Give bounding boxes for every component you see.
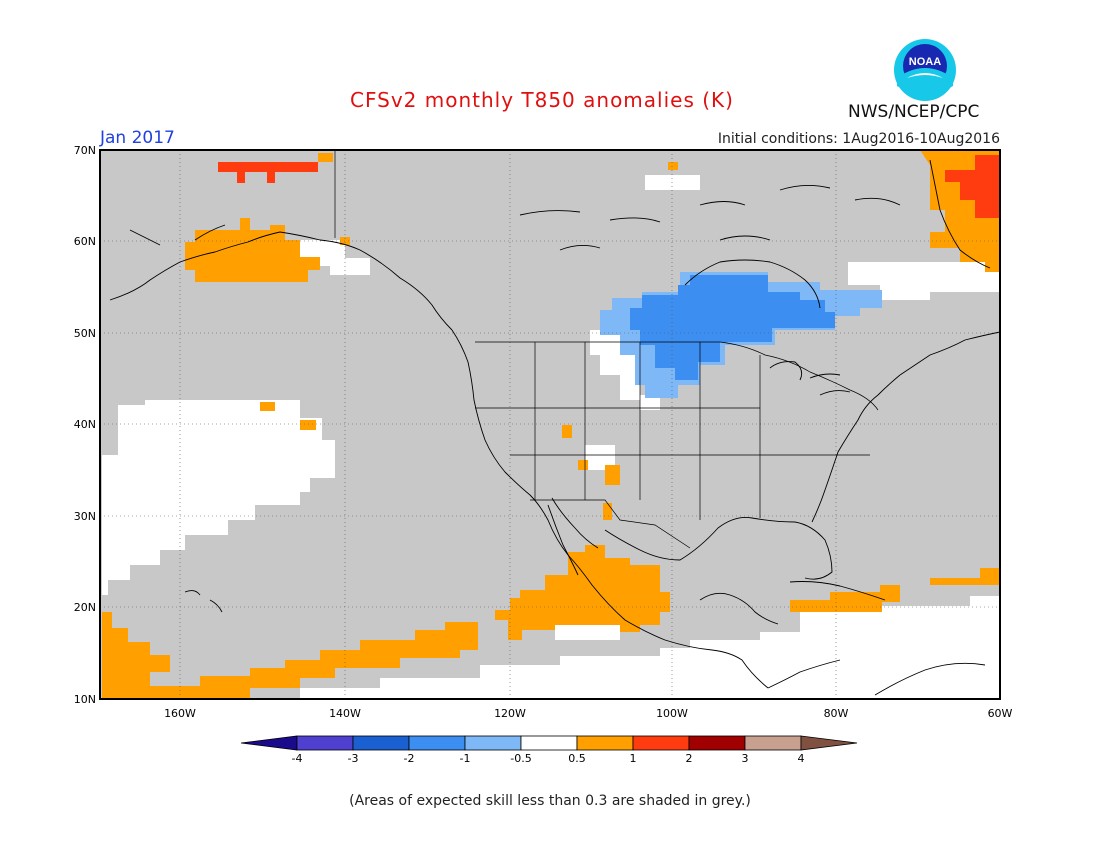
white-region-rockies <box>585 445 615 470</box>
orange-region-mexico-pacific <box>495 545 670 640</box>
coast-south-america <box>874 662 986 696</box>
coastlines <box>109 159 1001 696</box>
noaa-logo-icon: NOAA <box>894 39 956 101</box>
white-region-central <box>590 330 660 410</box>
orange-spot-arctic <box>668 162 678 170</box>
lat-label-70n: 70N <box>74 144 96 157</box>
lat-label-20n: 20N <box>74 601 96 614</box>
legend-arrow-right <box>800 735 858 751</box>
white-region-arctic <box>645 175 700 190</box>
lon-label-80w: 80W <box>824 707 849 720</box>
legend-bar <box>240 735 858 751</box>
legend-swatch <box>520 735 578 751</box>
orange-spot-pacific2 <box>300 420 316 430</box>
white-region-mexico <box>555 625 620 640</box>
legend-label: 0.5 <box>568 752 586 765</box>
orange-spot-rockies3 <box>578 460 588 470</box>
legend-label: 3 <box>742 752 749 765</box>
coast-gulf <box>604 517 833 580</box>
lon-label-60w: 60W <box>988 707 1013 720</box>
coast-hudson <box>684 259 821 309</box>
coast-yucatan <box>699 592 779 625</box>
lon-label-160w: 160W <box>164 707 196 720</box>
coast-alaska <box>109 231 453 331</box>
legend-label: 4 <box>798 752 805 765</box>
coast-baja <box>547 497 599 576</box>
initial-conditions: Initial conditions: 1Aug2016-10Aug2016 <box>717 131 1000 147</box>
map-frame <box>99 149 1001 700</box>
legend-label: -3 <box>348 752 359 765</box>
coast-alaska-north <box>129 224 226 246</box>
agency-label: NWS/NCEP/CPC <box>848 102 980 122</box>
coast-cuba <box>789 581 886 601</box>
orange-spot-pacific <box>260 402 275 411</box>
legend-label: -0.5 <box>510 752 531 765</box>
legend-swatch <box>464 735 522 751</box>
mid-blue-region-canada <box>630 275 835 380</box>
coast-east-canada <box>899 331 1001 376</box>
map-title: CFSv2 monthly T850 anomalies (K) <box>350 88 734 112</box>
lon-label-100w: 100W <box>656 707 688 720</box>
legend-swatch <box>576 735 634 751</box>
orange-spot-baja <box>603 503 612 520</box>
legend-swatch <box>744 735 802 751</box>
legend-swatch <box>632 735 690 751</box>
orange-region-southwest-pacific <box>102 612 478 699</box>
red-region-alaska-north <box>218 162 318 183</box>
orange-region-caribbean <box>790 585 900 612</box>
lat-label-40n: 40N <box>74 418 96 431</box>
coast-central-america <box>767 659 841 689</box>
coast-hawaii <box>184 590 223 613</box>
legend-arrow-left <box>240 735 298 751</box>
coast-greenland <box>929 159 991 269</box>
orange-spot-alaska-n <box>318 153 333 162</box>
white-region-pacific <box>102 400 335 595</box>
legend-label: -2 <box>404 752 415 765</box>
white-region-canada-east <box>848 262 1000 300</box>
noaa-logo-text: NOAA <box>909 56 941 68</box>
lat-label-60n: 60N <box>74 235 96 248</box>
white-region-alaska <box>300 240 370 275</box>
legend-label: -4 <box>292 752 303 765</box>
orange-region-alaska <box>185 218 320 282</box>
lat-label-50n: 50N <box>74 327 96 340</box>
lat-label-30n: 30N <box>74 510 96 523</box>
lon-label-140w: 140W <box>329 707 361 720</box>
coast-arctic-islands <box>519 185 901 251</box>
lat-label-10n: 10N <box>74 693 96 706</box>
coast-westcoast <box>451 329 769 689</box>
legend-swatch <box>352 735 410 751</box>
lon-axis: 160W 140W 120W 100W 80W 60W <box>164 707 1012 720</box>
legend-label: 2 <box>686 752 693 765</box>
coast-florida <box>811 374 901 523</box>
lat-axis: 70N 60N 50N 40N 30N 20N 10N <box>74 144 96 706</box>
legend-swatch <box>296 735 354 751</box>
orange-spot-rockies <box>562 425 572 438</box>
legend-labels: -4 -3 -2 -1 -0.5 0.5 1 2 3 4 <box>292 752 805 765</box>
coast-great-lakes <box>769 361 851 396</box>
legend-label: 1 <box>630 752 637 765</box>
political-borders <box>334 150 879 549</box>
orange-spot-rockies2 <box>605 465 620 485</box>
skill-note: (Areas of expected skill less than 0.3 a… <box>349 793 751 809</box>
white-region-south <box>300 596 1000 699</box>
lon-label-120w: 120W <box>494 707 526 720</box>
legend-label: -1 <box>460 752 471 765</box>
orange-region-atlantic <box>930 568 1000 585</box>
forecast-month: Jan 2017 <box>100 128 175 148</box>
legend-swatch <box>688 735 746 751</box>
red-region-greenland <box>945 155 1000 218</box>
legend-swatch <box>408 735 466 751</box>
